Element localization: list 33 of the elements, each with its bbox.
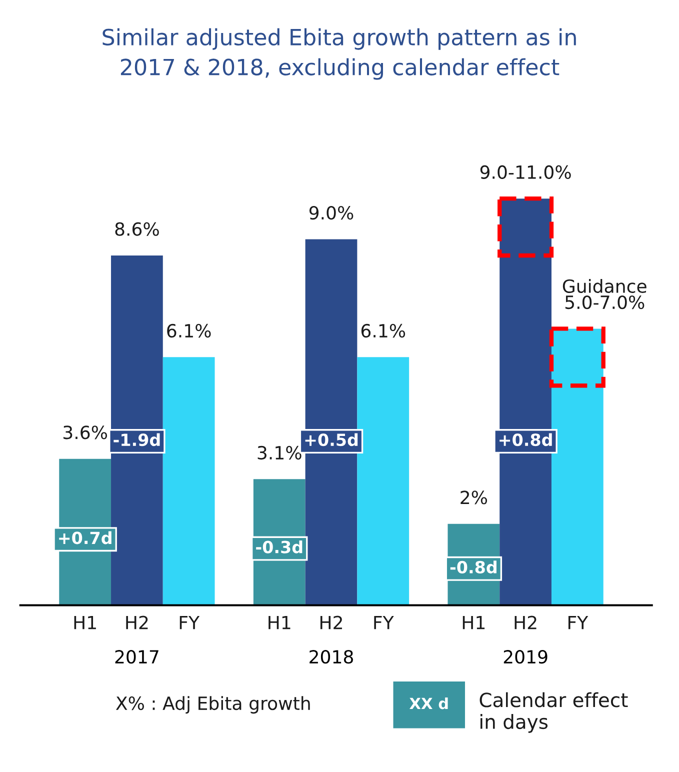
x-tick-label: 2017 <box>115 650 158 664</box>
data-label: 6.1% <box>361 324 406 338</box>
text: H1 <box>268 616 290 630</box>
text: H2 <box>514 616 536 630</box>
series-label: H1 <box>74 616 96 630</box>
annotation: -1.9d <box>114 433 160 446</box>
series-label: FY <box>180 616 200 630</box>
annotation: Guidance 5.0-7.0% <box>562 279 646 310</box>
x-tick-label: 2019 <box>504 650 548 664</box>
x-tick-label: 2018 <box>310 650 353 664</box>
chart-title: Similar adjusted Ebita growth pattern as in 2017 & 2018, excluding calendar effect <box>102 28 576 80</box>
data-label: 9.0% <box>309 206 354 220</box>
text: FY <box>568 616 588 630</box>
data-label: 6.1% <box>167 324 211 338</box>
data-label: 3.6% <box>64 426 108 440</box>
text: Calendar effect in days <box>480 692 628 733</box>
data-label: 2% <box>460 490 487 504</box>
data-label: 3.1% <box>258 446 302 460</box>
text: XX d <box>410 697 448 710</box>
bar <box>162 357 215 606</box>
annotation: 9.0-11.0% <box>480 165 571 179</box>
data-label: 8.6% <box>115 222 159 236</box>
bar <box>357 357 410 606</box>
text: H2 <box>320 616 342 630</box>
annotation: +0.7d <box>59 531 112 544</box>
annotation: +0.5d <box>305 433 358 446</box>
text: FY <box>374 616 394 630</box>
annotation: -0.8d <box>450 560 496 574</box>
annotation: +0.8d <box>500 433 552 446</box>
series-label: H2 <box>126 616 148 630</box>
text: H1 <box>462 616 485 630</box>
text: X% : Adj Ebita growth <box>116 696 310 714</box>
annotation: -0.3d <box>256 540 302 554</box>
